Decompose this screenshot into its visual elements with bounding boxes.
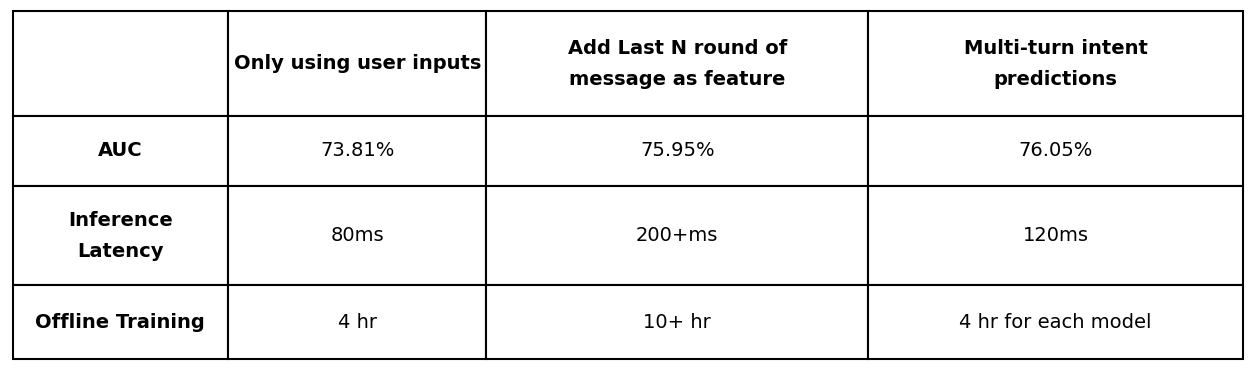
Text: 76.05%: 76.05% [1019, 141, 1093, 161]
Text: Inference
Latency: Inference Latency [68, 211, 172, 260]
Bar [868, 285, 1243, 359]
Bar [229, 186, 486, 285]
Bar [229, 11, 486, 116]
Bar [868, 11, 1243, 116]
Bar [868, 116, 1243, 186]
Bar [229, 116, 486, 186]
Bar [486, 116, 868, 186]
Bar [868, 186, 1243, 285]
Text: 4 hr for each model: 4 hr for each model [960, 313, 1152, 332]
Bar [486, 11, 868, 116]
Text: 75.95%: 75.95% [639, 141, 715, 161]
Text: Only using user inputs: Only using user inputs [234, 54, 481, 73]
Text: Offline Training: Offline Training [35, 313, 205, 332]
Text: AUC: AUC [98, 141, 143, 161]
Text: Multi-turn intent
predictions: Multi-turn intent predictions [963, 38, 1148, 88]
Text: Add Last N round of
message as feature: Add Last N round of message as feature [568, 38, 786, 88]
Bar [13, 11, 229, 116]
Bar [229, 285, 486, 359]
Bar [486, 186, 868, 285]
Text: 80ms: 80ms [330, 226, 384, 245]
Bar [13, 186, 229, 285]
Text: 73.81%: 73.81% [320, 141, 394, 161]
Bar [486, 285, 868, 359]
Bar [13, 116, 229, 186]
Text: 120ms: 120ms [1022, 226, 1089, 245]
Text: 200+ms: 200+ms [636, 226, 718, 245]
Text: 4 hr: 4 hr [338, 313, 377, 332]
Bar [13, 285, 229, 359]
Text: 10+ hr: 10+ hr [643, 313, 711, 332]
